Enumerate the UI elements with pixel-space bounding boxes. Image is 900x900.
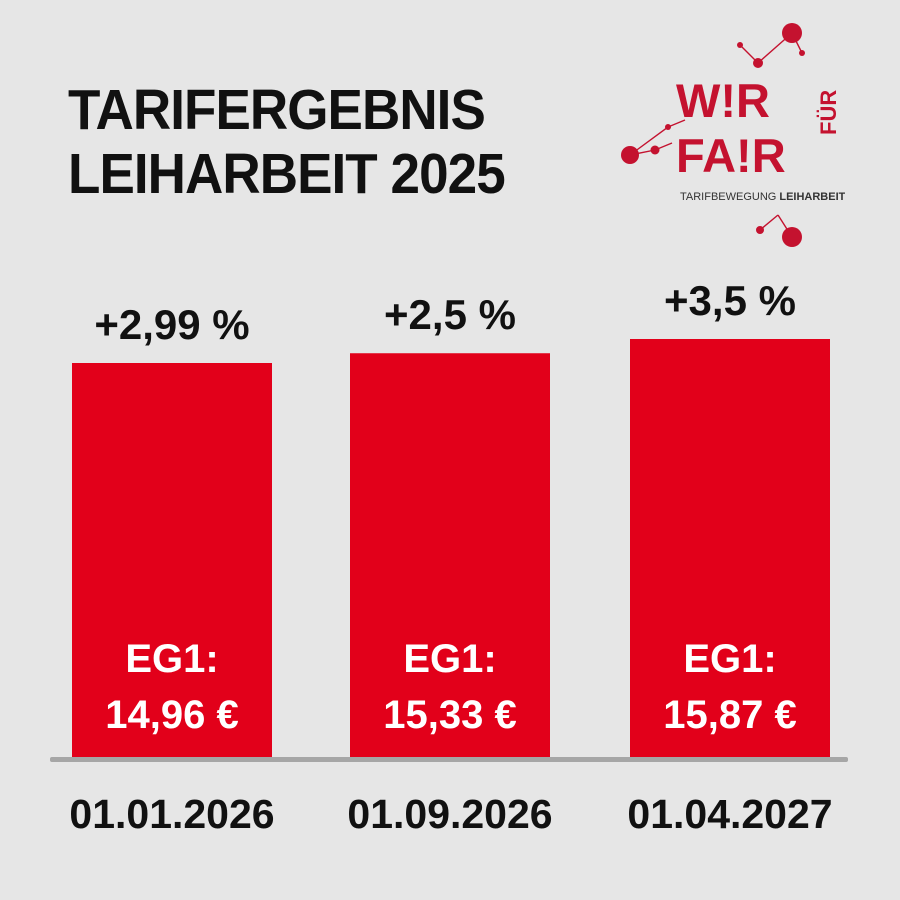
logo-tagline-part-1: TARIFBEWEGUNG — [680, 191, 776, 203]
date-label: 01.04.2027 — [627, 791, 832, 837]
logo-tagline-part-2: LEIHARBEIT — [779, 191, 845, 203]
bars-group — [72, 339, 830, 757]
value-label: 15,33 € — [383, 693, 516, 737]
labels-group: +2,99 % EG1: 14,96 € 01.01.2026 +2,5 % EG1: 15… — [69, 277, 832, 837]
logo-fuer-text: FÜR — [816, 90, 841, 135]
logo-fair-text: FA!R — [676, 129, 786, 182]
percent-label: +3,5 % — [664, 277, 796, 324]
bar-01.09.2026 — [350, 353, 550, 757]
date-label: 01.01.2026 — [69, 791, 274, 837]
chart-title-line-1: TARIFERGEBNIS — [68, 78, 486, 142]
network-node-icons — [621, 23, 805, 247]
logo-tagline-text: TARIFBEWEGUNG LEIHARBEIT — [680, 191, 845, 203]
eg1-label: EG1: — [683, 637, 776, 681]
bar-01.01.2026 — [72, 363, 272, 757]
chart-title-line-2: LEIHARBEIT 2025 — [68, 142, 506, 206]
bar-01.04.2027 — [630, 339, 830, 757]
percent-label: +2,5 % — [384, 291, 516, 338]
baseline — [50, 757, 848, 762]
percent-label: +2,99 % — [94, 301, 249, 348]
wir-fuer-fair-logo: W!R FA!R FÜR TARIFBEWEGUNG LEIHARBEIT — [621, 23, 845, 247]
chart-title: TARIFERGEBNIS LEIHARBEIT 2025 — [68, 78, 506, 206]
value-label: 14,96 € — [105, 693, 238, 737]
eg1-label: EG1: — [403, 637, 496, 681]
logo-wir-text: W!R — [676, 74, 770, 127]
value-label: 15,87 € — [663, 693, 796, 737]
eg1-label: EG1: — [125, 637, 218, 681]
date-label: 01.09.2026 — [347, 791, 552, 837]
